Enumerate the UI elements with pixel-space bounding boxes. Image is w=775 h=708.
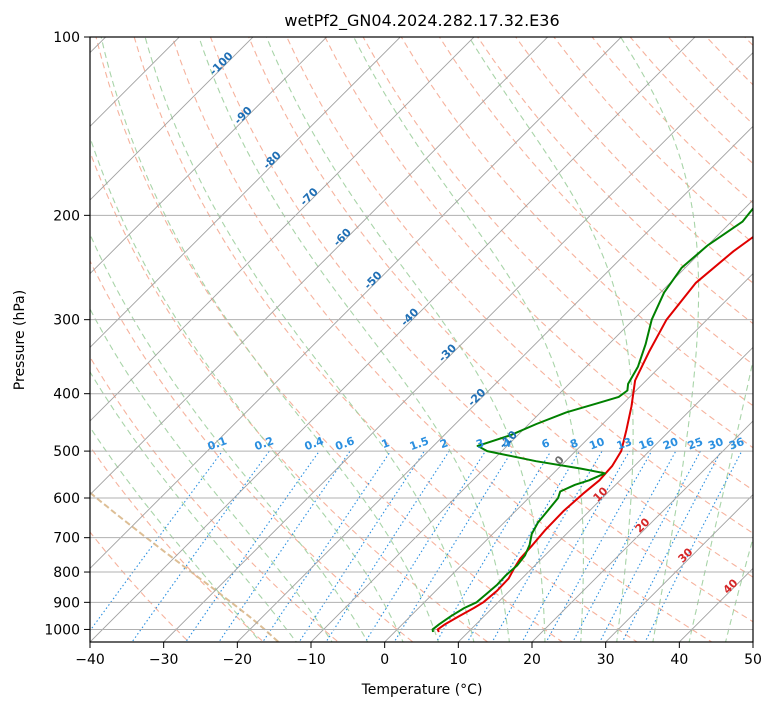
curved-reference-line (90, 491, 281, 642)
y-tick-label: 800 (53, 565, 80, 581)
isotherm-line (90, 37, 254, 201)
dry-adiabat-line (209, 37, 753, 623)
x-tick-label: 30 (597, 652, 615, 668)
y-tick-label: 600 (53, 491, 80, 507)
isotherm-line (310, 199, 753, 642)
y-tick-label: 100 (53, 30, 80, 46)
mixing-ratio-label: 0.1 (206, 434, 229, 453)
y-axis-label: Pressure (hPa) (12, 290, 28, 390)
isotherm-line (90, 37, 401, 348)
isotherm-line (457, 346, 753, 642)
mixing-ratio-label: 8 (568, 436, 580, 451)
isotherm-line (90, 37, 549, 496)
x-tick-label: 0 (380, 652, 389, 668)
moist-adiabat-line (620, 37, 700, 642)
y-tick-label: 900 (53, 595, 80, 611)
y-tick-label: 500 (53, 444, 80, 460)
mixing-ratio-label: 4 (501, 436, 513, 451)
grid-lines (90, 37, 753, 642)
dewpoint-profile-line (431, 206, 753, 633)
mixing-ratio-label: 10 (587, 435, 606, 453)
plot-frame (89, 36, 754, 643)
y-tick-label: 700 (53, 531, 80, 547)
mixing-ratio-label: 30 (706, 435, 725, 453)
x-tick-label: 20 (523, 652, 541, 668)
x-tick-label: 10 (449, 652, 467, 668)
moist-adiabat-line (100, 37, 440, 642)
dry-adiabat-line (90, 445, 265, 642)
mixing-ratio-label: 2 (438, 436, 450, 451)
mixing-ratio-label: 6 (540, 436, 552, 451)
x-tick-label: 50 (744, 652, 762, 668)
x-tick-label: −20 (223, 652, 253, 668)
mixing-ratio-label: 0.6 (334, 434, 357, 453)
moist-adiabat-line (90, 307, 333, 642)
mixing-ratio-label: 20 (661, 435, 680, 453)
dry-adiabat-line (90, 150, 489, 642)
mixing-ratio-label: 1.5 (408, 434, 431, 453)
x-tick-label: −40 (75, 652, 105, 668)
isotherm-line (384, 273, 753, 642)
isotherm-line (236, 125, 753, 642)
dry-adiabat-line (95, 37, 564, 642)
moist-adiabat-line (353, 37, 584, 642)
mixing-ratio-label: 1 (380, 436, 392, 451)
profile-lines (431, 206, 753, 633)
y-tick-label: 1000 (44, 622, 80, 638)
dry-adiabat-line (248, 37, 753, 578)
isotherm-line (90, 37, 180, 127)
chart-title: wetPf2_GN04.2024.282.17.32.E36 (284, 11, 559, 31)
dry-adiabat-line (90, 356, 340, 642)
y-tick-label: 400 (53, 387, 80, 403)
dry-adiabat-line (324, 37, 753, 491)
dry-adiabat-line (133, 37, 639, 642)
x-tick-label: 40 (670, 652, 688, 668)
moist-adiabat-line (468, 37, 634, 642)
isotherm-line (90, 37, 328, 275)
y-tick-label: 200 (53, 208, 80, 224)
mixing-ratio-label: 16 (637, 435, 656, 453)
axis-ticks: −40 −30 −20 −10 0 10 20 30 40 50 1000 900 800 700 600 5… (44, 30, 762, 668)
x-tick-label: −10 (296, 652, 326, 668)
isotherm-line (90, 37, 622, 569)
moist-adiabat-line (725, 536, 753, 642)
isotherm-line (605, 494, 753, 642)
y-tick-label: 300 (53, 313, 80, 329)
mixing-ratio-label: 13 (615, 435, 634, 452)
isotherm-line (531, 420, 753, 642)
dry-adiabat-line (90, 531, 190, 642)
mixing-ratio-label: 0.4 (303, 434, 326, 453)
mixing-ratio-label: 0.2 (253, 434, 276, 453)
moist-adiabat-line (265, 37, 546, 642)
isotherm-line (90, 37, 696, 642)
x-axis-label: Temperature (°C) (361, 682, 483, 698)
dry-adiabat-line (362, 37, 753, 449)
isotherm-line (90, 37, 475, 422)
mixing-ratio-label: 3 (474, 436, 486, 451)
mixing-ratio-label: 25 (686, 435, 705, 452)
temperature-profile-line (436, 235, 753, 633)
mixing-ratio-label: 36 (727, 435, 746, 453)
dry-adiabat-line (171, 37, 713, 642)
x-tick-label: −30 (149, 652, 179, 668)
dry-adiabat-line (515, 37, 753, 284)
dry-adiabat-line (90, 259, 414, 642)
isotherm-line (163, 52, 753, 642)
